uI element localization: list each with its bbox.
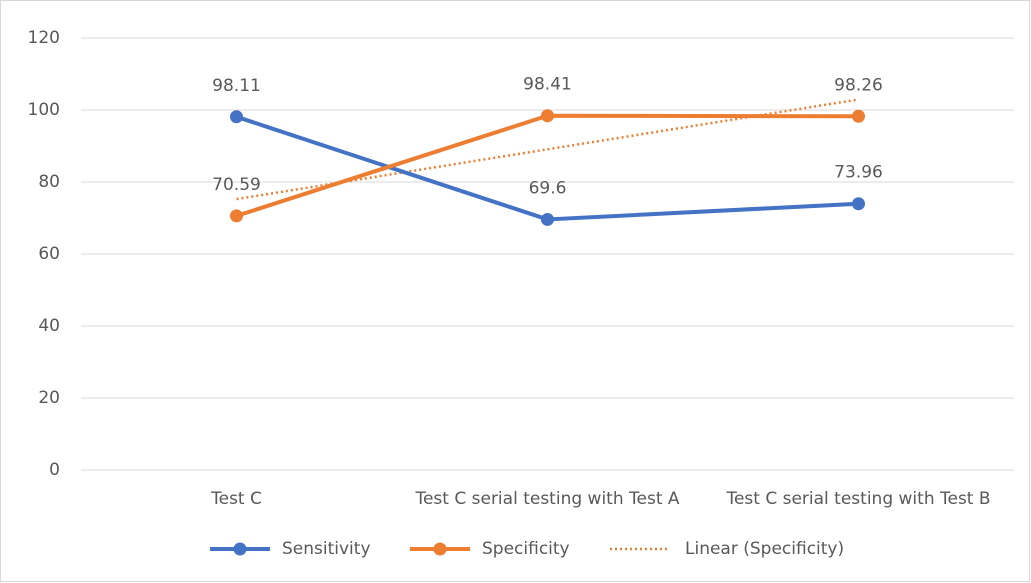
y-tick-label: 120 (28, 28, 60, 48)
point (230, 209, 243, 223)
legend-label: Sensitivity (282, 539, 371, 559)
data-label: 98.41 (523, 75, 572, 95)
point (541, 212, 554, 226)
legend-label: Linear (Specificity) (685, 539, 844, 559)
data-label: 69.6 (529, 178, 567, 198)
y-tick-label: 80 (38, 172, 60, 192)
y-tick-label: 40 (38, 316, 60, 336)
x-tick-label: Test C (210, 489, 262, 509)
legend-label: Specificity (482, 539, 570, 559)
y-tick-label: 0 (49, 460, 60, 480)
point (852, 197, 865, 211)
point (852, 109, 865, 123)
data-label: 98.11 (212, 76, 261, 96)
data-label: 73.96 (834, 163, 883, 183)
point (541, 109, 554, 123)
legend-marker (433, 542, 447, 556)
x-tick-label: Test C serial testing with Test B (725, 489, 990, 509)
data-label: 70.59 (212, 175, 261, 195)
x-tick-label: Test C serial testing with Test A (414, 489, 679, 509)
legend-marker (233, 542, 247, 556)
y-tick-label: 100 (28, 100, 60, 120)
y-tick-label: 20 (38, 388, 60, 408)
data-label: 98.26 (834, 75, 883, 95)
point (230, 110, 243, 124)
y-tick-label: 60 (38, 244, 60, 264)
